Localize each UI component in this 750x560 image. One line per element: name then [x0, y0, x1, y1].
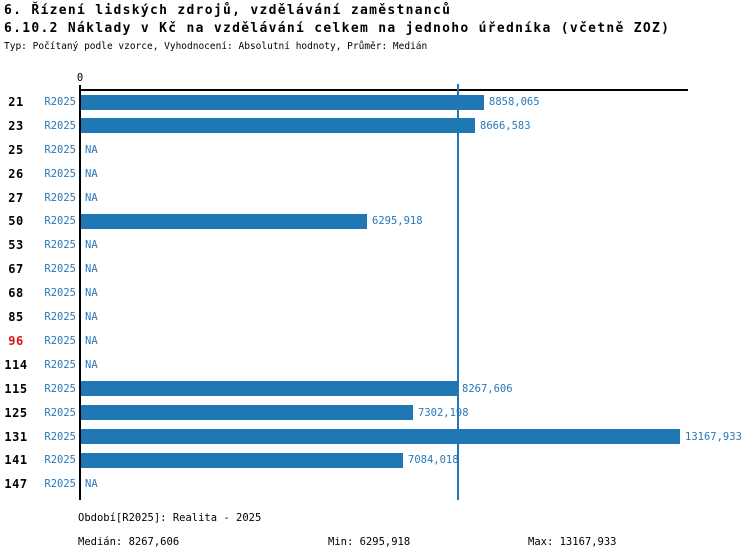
bar-value-label: 8858,065	[489, 95, 540, 108]
row-category-label: 21	[8, 94, 24, 109]
footer-min-label: Min: 6295,918	[328, 536, 411, 548]
row-series-label: R2025	[44, 167, 76, 180]
footer-max-label: Max: 13167,933	[528, 536, 617, 548]
value-bar	[81, 118, 475, 134]
chart-row: 115 R2025 8267,606	[0, 377, 750, 401]
chart-row: 21 R2025 8858,065	[0, 90, 750, 114]
row-category-label: 26	[8, 166, 24, 181]
value-bar	[81, 381, 457, 397]
axis-left-line	[79, 85, 81, 500]
chart-row: 25 R2025 NA	[0, 138, 750, 162]
value-bar	[81, 453, 403, 468]
row-category-label: 114	[4, 357, 28, 372]
chart-row: 96 R2025 NA	[0, 329, 750, 353]
row-series-label: R2025	[44, 119, 76, 132]
value-bar	[81, 429, 680, 445]
row-category-label: 96	[8, 333, 24, 348]
bar-value-label: 7084,018	[408, 454, 459, 467]
row-series-label: R2025	[44, 311, 76, 324]
chart-row: 50 R2025 6295,918	[0, 210, 750, 234]
row-category-label: 53	[8, 238, 24, 253]
na-value-label: NA	[85, 167, 98, 180]
na-value-label: NA	[85, 191, 98, 204]
na-value-label: NA	[85, 358, 98, 371]
value-bar	[81, 405, 413, 421]
row-category-label: 85	[8, 310, 24, 325]
chart-row: 26 R2025 NA	[0, 162, 750, 186]
chart-row: 141 R2025 7084,018	[0, 449, 750, 473]
row-series-label: R2025	[44, 215, 76, 228]
row-category-label: 23	[8, 118, 24, 133]
row-series-label: R2025	[44, 430, 76, 443]
row-series-label: R2025	[44, 143, 76, 156]
chart-row: 53 R2025 NA	[0, 233, 750, 257]
chart-row: 147 R2025 NA	[0, 472, 750, 496]
row-series-label: R2025	[44, 358, 76, 371]
row-series-label: R2025	[44, 263, 76, 276]
chart-row: 125 R2025 7302,198	[0, 401, 750, 425]
median-reference-line	[457, 84, 459, 500]
row-category-label: 115	[4, 381, 28, 396]
footer-median-label: Medián: 8267,606	[78, 536, 180, 548]
row-category-label: 27	[8, 190, 24, 205]
na-value-label: NA	[85, 239, 98, 252]
row-category-label: 50	[8, 214, 24, 229]
row-category-label: 147	[4, 477, 28, 492]
row-series-label: R2025	[44, 334, 76, 347]
row-series-label: R2025	[44, 454, 76, 467]
na-value-label: NA	[85, 263, 98, 276]
row-category-label: 67	[8, 262, 24, 277]
row-series-label: R2025	[44, 239, 76, 252]
na-value-label: NA	[85, 478, 98, 491]
row-series-label: R2025	[44, 406, 76, 419]
bar-value-label: 8267,606	[462, 382, 513, 395]
row-category-label: 68	[8, 286, 24, 301]
bar-value-label: 13167,933	[685, 430, 742, 443]
chart-title-line2: 6.10.2 Náklady v Kč na vzdělávání celkem…	[4, 21, 671, 36]
row-series-label: R2025	[44, 478, 76, 491]
row-series-label: R2025	[44, 382, 76, 395]
row-category-label: 131	[4, 429, 28, 444]
row-category-label: 141	[4, 453, 28, 468]
chart-row: 131 R2025 13167,933	[0, 425, 750, 449]
chart-row: 68 R2025 NA	[0, 281, 750, 305]
row-series-label: R2025	[44, 95, 76, 108]
chart-row: 27 R2025 NA	[0, 186, 750, 210]
na-value-label: NA	[85, 287, 98, 300]
value-bar	[81, 214, 367, 229]
bar-value-label: 8666,583	[480, 119, 531, 132]
na-value-label: NA	[85, 311, 98, 324]
chart-row: 114 R2025 NA	[0, 353, 750, 377]
bar-value-label: 6295,918	[372, 215, 423, 228]
chart-subtitle: Typ: Počítaný podle vzorce, Vyhodnocení:…	[4, 41, 428, 52]
chart-row: 67 R2025 NA	[0, 257, 750, 281]
axis-zero-tick-label: 0	[76, 72, 84, 84]
value-bar	[81, 94, 484, 110]
row-series-label: R2025	[44, 191, 76, 204]
chart-row: 85 R2025 NA	[0, 305, 750, 329]
footer-period-label: Období[R2025]: Realita - 2025	[78, 512, 262, 524]
na-value-label: NA	[85, 143, 98, 156]
row-series-label: R2025	[44, 287, 76, 300]
chart-row: 23 R2025 8666,583	[0, 114, 750, 138]
axis-top-line	[79, 89, 688, 91]
na-value-label: NA	[85, 334, 98, 347]
row-category-label: 25	[8, 142, 24, 157]
bar-value-label: 7302,198	[418, 406, 469, 419]
row-category-label: 125	[4, 405, 28, 420]
chart-title-line1: 6. Řízení lidských zdrojů, vzdělávání za…	[4, 3, 452, 18]
